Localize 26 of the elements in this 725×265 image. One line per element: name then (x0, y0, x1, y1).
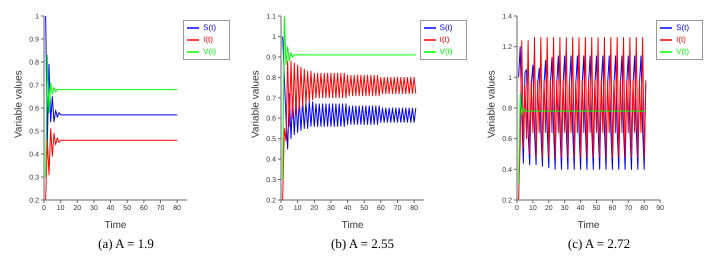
legend-label: I(t) (676, 35, 686, 44)
line-series (45, 54, 178, 178)
text: (c) A = 2.72 (566, 236, 632, 252)
legend-label: I(t) (203, 35, 213, 44)
line-series (518, 36, 646, 200)
line-series (518, 94, 646, 186)
legend-label: V(t) (203, 47, 216, 56)
legend-label: S(t) (203, 23, 216, 32)
line-series (282, 60, 416, 200)
y-axis-title: Variable values (14, 70, 25, 138)
y-axis-title: Variable values (486, 70, 498, 138)
legend-label: I(t) (440, 35, 450, 44)
x-axis-title: Time (578, 220, 600, 231)
legend-label: V(t) (676, 47, 689, 56)
line-series (45, 128, 178, 200)
legend-label: S(t) (676, 23, 689, 32)
text: (b) A = 2.55 (330, 236, 395, 252)
y-axis-title: Variable values (250, 70, 262, 138)
text: (a) A = 1.9 (97, 236, 155, 252)
line-series (282, 36, 416, 150)
x-axis-title: Time (341, 220, 364, 231)
x-axis-title: Time (104, 220, 127, 231)
line-series (282, 16, 416, 180)
line-series (45, 16, 178, 143)
legend-label: V(t) (440, 47, 452, 56)
legend-label: S(t) (440, 23, 452, 32)
